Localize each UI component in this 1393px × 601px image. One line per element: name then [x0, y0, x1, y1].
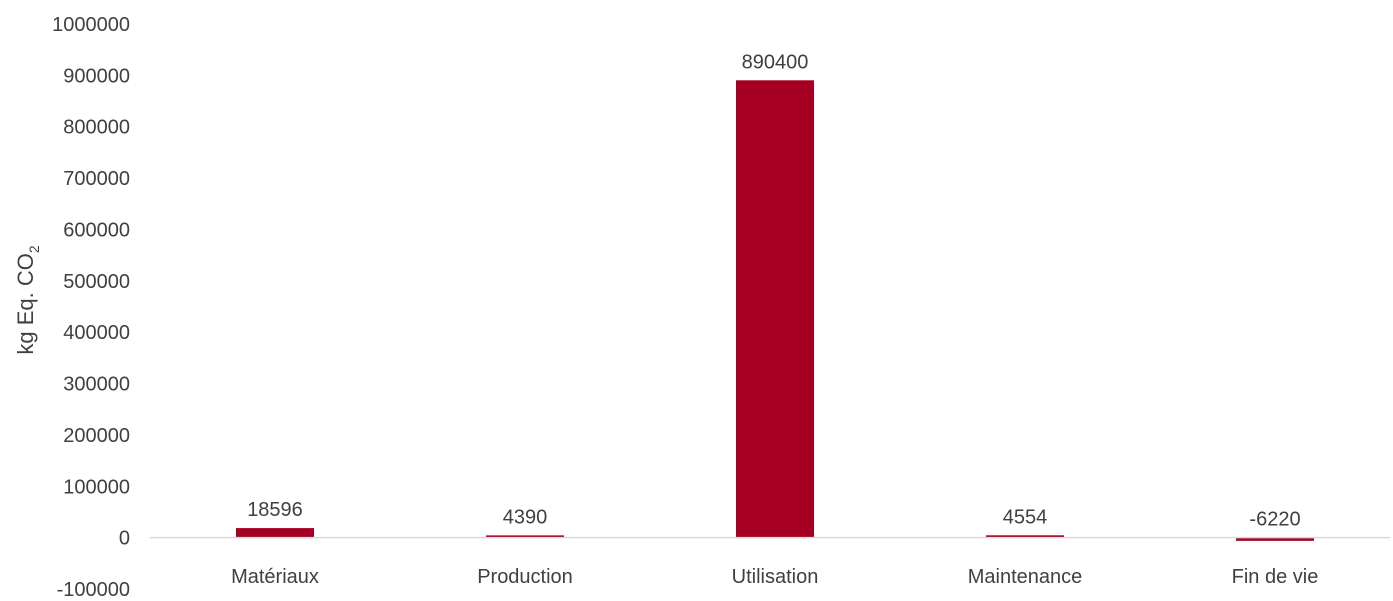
bar: [486, 535, 564, 538]
data-label: 18596: [247, 499, 303, 521]
y-tick-label: -100000: [57, 579, 130, 596]
x-tick-label: Production: [477, 566, 573, 588]
y-tick-label: 0: [119, 528, 130, 550]
data-label: 4390: [503, 506, 548, 528]
bar: [1236, 537, 1314, 541]
y-tick-label: 1000000: [52, 14, 130, 36]
x-axis-labels: Matériaux Production Utilisation Maintenanc…: [231, 566, 1318, 588]
bars: [236, 80, 1314, 541]
y-tick-label: 100000: [63, 476, 130, 498]
y-tick-label: 300000: [63, 374, 130, 396]
x-tick-label: Fin de vie: [1232, 566, 1319, 588]
data-labels: 18596 4390 890400 4554 -6220: [247, 51, 1300, 530]
bar: [986, 535, 1064, 538]
y-tick-label: 200000: [63, 425, 130, 447]
y-tick-label: 600000: [63, 219, 130, 241]
x-tick-label: Utilisation: [732, 566, 819, 588]
data-label: 890400: [742, 51, 809, 73]
y-axis-ticks: 1000000900000800000700000600000500000400…: [52, 14, 130, 601]
y-tick-label: 800000: [63, 117, 130, 139]
y-tick-label: 900000: [63, 65, 130, 87]
bar: [236, 528, 314, 538]
data-label: 4554: [1003, 506, 1048, 528]
x-tick-label: Maintenance: [968, 566, 1083, 588]
data-label: -6220: [1249, 509, 1300, 531]
y-axis-title: kg Eq. CO2: [13, 245, 42, 354]
y-axis-title-subscript: 2: [26, 245, 42, 253]
y-tick-label: 500000: [63, 271, 130, 293]
bar: [736, 80, 814, 538]
y-tick-label: 400000: [63, 322, 130, 344]
x-tick-label: Matériaux: [231, 566, 319, 588]
y-tick-label: 700000: [63, 168, 130, 190]
y-axis-title-main: kg Eq. CO: [13, 253, 38, 354]
svg-text:kg Eq. CO2: kg Eq. CO2: [13, 245, 42, 354]
